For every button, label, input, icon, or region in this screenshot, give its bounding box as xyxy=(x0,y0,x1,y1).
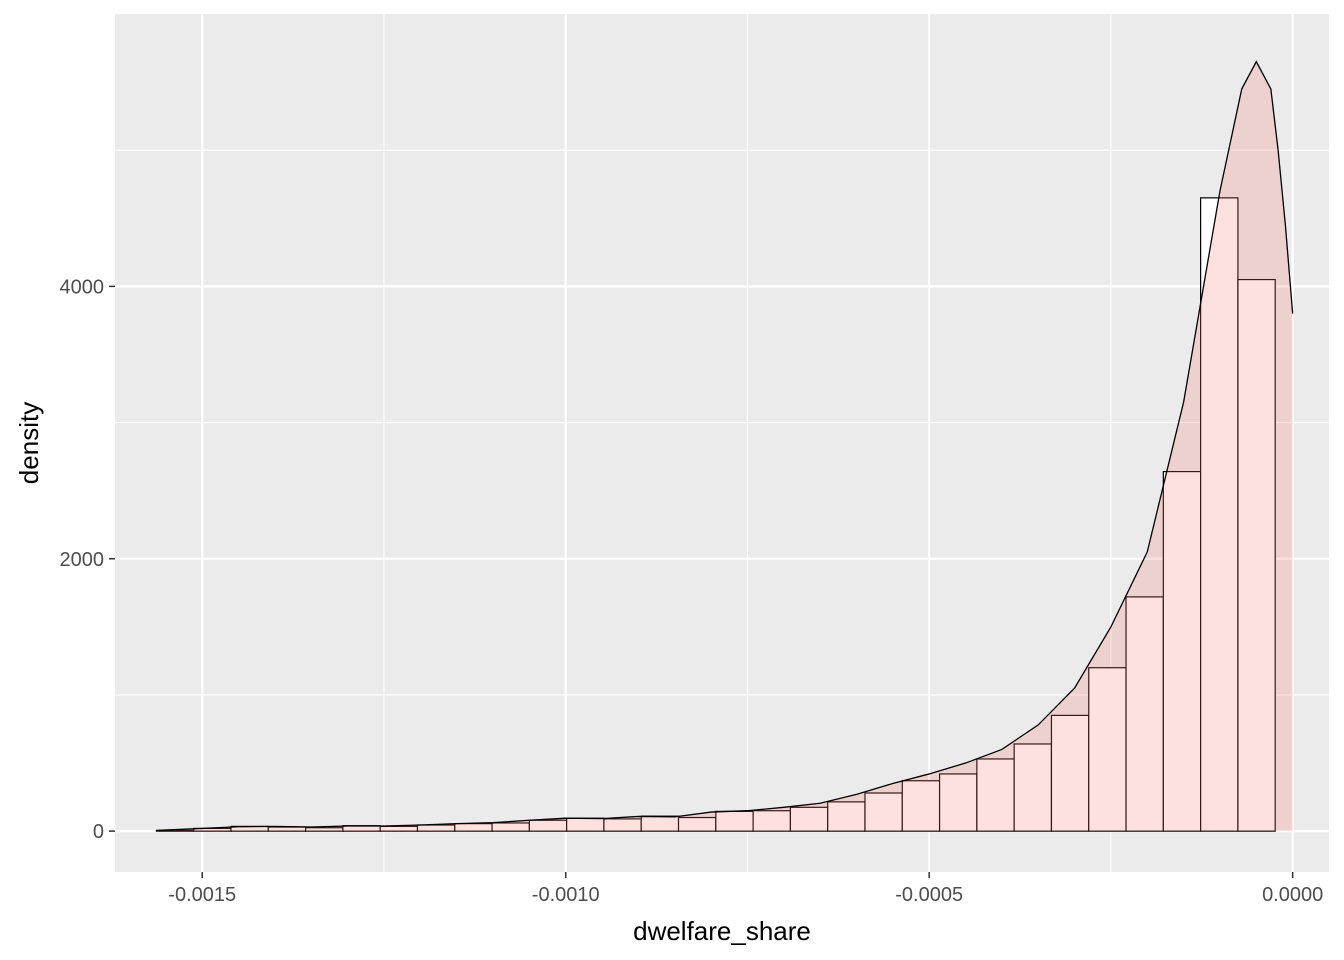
histogram-bar xyxy=(1200,197,1239,832)
x-tick-label: -0.0010 xyxy=(532,884,600,906)
x-tick-label: 0.0000 xyxy=(1262,884,1323,906)
histogram-bar xyxy=(1050,714,1090,832)
y-tick-label: 0 xyxy=(93,821,104,843)
density-area xyxy=(156,61,1293,832)
histogram-bar xyxy=(1237,278,1276,832)
density-curve-layer xyxy=(156,60,1294,832)
histogram-bar xyxy=(976,758,1015,832)
x-axis: -0.0015 -0.0010 -0.0005 0.0000 xyxy=(168,872,1323,906)
histogram-bar xyxy=(1162,471,1202,832)
density-line xyxy=(156,60,1294,832)
histogram-bar xyxy=(1088,667,1127,832)
histogram-bars xyxy=(155,197,1276,832)
y-axis: 0 2000 4000 xyxy=(60,276,115,843)
x-tick-label: -0.0015 xyxy=(168,884,236,906)
y-axis-title: density xyxy=(14,402,44,484)
y-tick-label: 4000 xyxy=(60,276,105,298)
histogram-bar xyxy=(901,780,941,832)
minor-gridlines xyxy=(115,14,1329,872)
x-tick-label: -0.0005 xyxy=(895,884,963,906)
histogram-bar xyxy=(938,773,978,832)
y-tick-label: 2000 xyxy=(60,549,105,571)
x-axis-title: dwelfare_share xyxy=(633,916,811,946)
histogram-bar xyxy=(827,801,866,832)
histogram-bar xyxy=(1013,743,1053,832)
